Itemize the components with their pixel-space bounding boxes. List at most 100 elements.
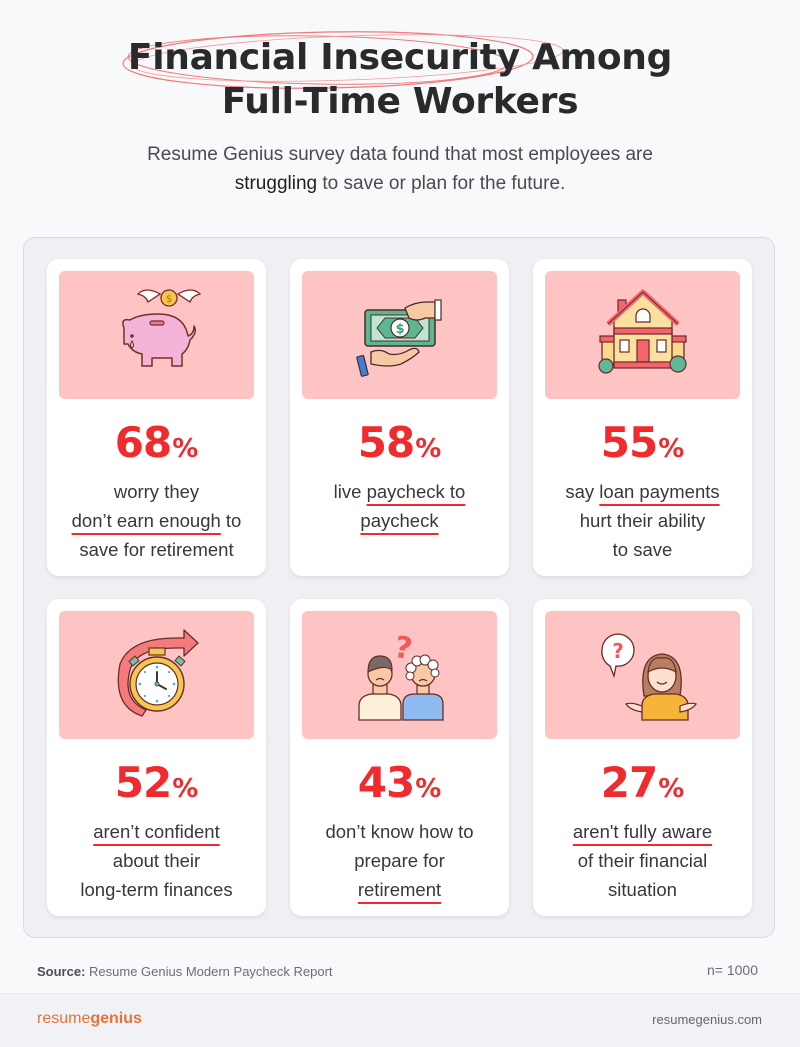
desc-underlined: paycheck <box>360 510 439 531</box>
svg-text:?: ? <box>612 639 624 663</box>
desc-underlined: aren't fully aware <box>572 821 713 842</box>
stat-percentage: 43% <box>290 757 509 815</box>
svg-text:$: $ <box>395 322 404 337</box>
desc-text: say <box>565 481 600 502</box>
subtitle-emphasis: struggling <box>234 173 318 194</box>
desc-text: live <box>333 481 367 502</box>
desc-line: situation <box>533 875 752 904</box>
footer-bar: resumegenius resumegenius.com <box>0 993 800 1047</box>
stat-description: worry they don’t earn enough to save for… <box>47 477 266 564</box>
svg-text:$: $ <box>165 294 171 305</box>
desc-text: situation <box>608 879 677 900</box>
header: Financial Insecurity Among Full-Time Wor… <box>0 0 800 235</box>
stat-value: 43 <box>357 758 415 807</box>
card-illustration: $ <box>59 271 254 399</box>
source-text: Resume Genius Modern Paycheck Report <box>85 964 333 979</box>
stat-percentage: 68% <box>47 417 266 475</box>
desc-text: of their financial <box>577 850 708 871</box>
stat-card: ? 43% don’t know how to prepare for reti… <box>290 599 509 916</box>
logo-bold-text: genius <box>90 1010 142 1027</box>
desc-text: hurt their ability <box>579 510 706 531</box>
stat-value: 68 <box>114 418 172 467</box>
desc-line: don’t earn enough to <box>47 506 266 535</box>
cash-hands-icon: $ <box>355 299 442 377</box>
logo-light-text: resume <box>37 1010 91 1027</box>
card-illustration: $ <box>302 271 497 399</box>
desc-text: don’t know how to <box>325 821 474 842</box>
percent-sign: % <box>658 774 685 804</box>
desc-underlined: aren’t confident <box>93 821 220 842</box>
shrugging-woman-icon: ? <box>600 633 697 721</box>
subtitle-rest: to save or plan for the future. <box>317 173 566 194</box>
stat-percentage: 55% <box>533 417 752 475</box>
desc-underlined: loan payments <box>599 481 720 502</box>
source-citation: Source: Resume Genius Modern Paycheck Re… <box>37 964 333 979</box>
source-label: Source: <box>37 964 86 979</box>
stat-value: 27 <box>600 758 658 807</box>
card-illustration: ? <box>545 611 740 739</box>
stat-value: 52 <box>114 758 172 807</box>
subtitle: Resume Genius survey data found that mos… <box>0 140 800 198</box>
desc-line: aren't fully aware <box>533 817 752 846</box>
desc-text: save for retirement <box>79 539 234 560</box>
desc-text: to <box>220 510 242 531</box>
desc-line: paycheck <box>290 506 509 535</box>
page-title: Financial Insecurity Among Full-Time Wor… <box>0 36 800 124</box>
stat-card: 52% aren’t confident about their long-te… <box>47 599 266 916</box>
desc-text: about their <box>112 850 201 871</box>
stat-description: aren't fully aware of their financial si… <box>533 817 752 904</box>
stat-value: 55 <box>600 418 658 467</box>
website-link[interactable]: resumegenius.com <box>652 1012 762 1027</box>
subtitle-line-2: struggling to save or plan for the futur… <box>0 169 800 198</box>
title-line-2: Full-Time Workers <box>221 81 579 122</box>
desc-line: long-term finances <box>47 875 266 904</box>
desc-text: prepare for <box>354 850 445 871</box>
stopwatch-arrow-icon <box>117 629 199 717</box>
desc-underlined: paycheck to <box>366 481 466 502</box>
sample-size: n= 1000 <box>707 962 758 978</box>
desc-line: of their financial <box>533 846 752 875</box>
stat-description: aren’t confident about their long-term f… <box>47 817 266 904</box>
desc-line: hurt their ability <box>533 506 752 535</box>
stat-description: don’t know how to prepare for retirement <box>290 817 509 904</box>
stat-card: 55% say loan payments hurt their ability… <box>533 259 752 576</box>
desc-text: worry they <box>113 481 200 502</box>
stat-percentage: 52% <box>47 757 266 815</box>
desc-line: aren’t confident <box>47 817 266 846</box>
house-icon <box>597 289 687 374</box>
stat-percentage: 27% <box>533 757 752 815</box>
resume-genius-logo[interactable]: resumegenius <box>37 1010 142 1028</box>
percent-sign: % <box>415 434 442 464</box>
svg-text:?: ? <box>391 630 414 667</box>
card-illustration <box>545 271 740 399</box>
stat-card: $ 58% live paycheck to paycheck <box>290 259 509 576</box>
card-illustration <box>59 611 254 739</box>
desc-line: to save <box>533 535 752 564</box>
stats-panel: $ 68% worry they don’t earn enough to sa… <box>23 237 775 938</box>
percent-sign: % <box>172 774 199 804</box>
stat-value: 58 <box>357 418 415 467</box>
subtitle-line-1: Resume Genius survey data found that mos… <box>147 144 653 165</box>
stat-card: ? 27% aren't fully aware of their financ… <box>533 599 752 916</box>
percent-sign: % <box>172 434 199 464</box>
desc-underlined: don’t earn enough <box>71 510 221 531</box>
piggy-bank-icon: $ <box>121 289 201 367</box>
percent-sign: % <box>415 774 442 804</box>
desc-line: retirement <box>290 875 509 904</box>
stat-description: say loan payments hurt their ability to … <box>533 477 752 564</box>
desc-line: don’t know how to <box>290 817 509 846</box>
stat-percentage: 58% <box>290 417 509 475</box>
desc-text: long-term finances <box>80 879 233 900</box>
desc-text: to save <box>612 539 673 560</box>
stat-card: $ 68% worry they don’t earn enough to sa… <box>47 259 266 576</box>
desc-underlined: retirement <box>357 879 442 900</box>
confused-people-icon: ? <box>357 630 444 721</box>
desc-line: prepare for <box>290 846 509 875</box>
desc-line: about their <box>47 846 266 875</box>
desc-line: save for retirement <box>47 535 266 564</box>
card-illustration: ? <box>302 611 497 739</box>
stat-description: live paycheck to paycheck <box>290 477 509 535</box>
desc-line: say loan payments <box>533 477 752 506</box>
desc-line: worry they <box>47 477 266 506</box>
title-line-1: Financial Insecurity Among <box>127 37 673 78</box>
